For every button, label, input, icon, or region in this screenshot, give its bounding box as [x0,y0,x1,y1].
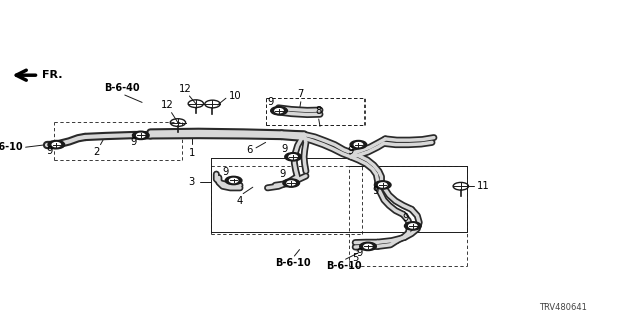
Text: B-6-40: B-6-40 [104,84,140,93]
Text: 9: 9 [47,146,53,156]
Text: 8: 8 [315,107,321,116]
Text: 9: 9 [267,97,273,108]
Text: 9: 9 [280,169,286,180]
Text: 9: 9 [356,248,363,259]
Text: B-6-10: B-6-10 [0,142,22,152]
Text: B-6-10: B-6-10 [275,258,311,268]
Circle shape [364,244,372,248]
Circle shape [355,142,363,147]
Circle shape [225,176,242,185]
Text: 9: 9 [222,167,228,177]
Circle shape [360,242,376,251]
Circle shape [48,140,65,149]
Text: 9: 9 [347,146,353,156]
Circle shape [374,181,391,189]
Circle shape [350,140,367,149]
Text: 12: 12 [161,100,174,110]
Text: 7: 7 [298,89,304,99]
Circle shape [137,133,145,138]
Circle shape [52,142,60,147]
Text: 2: 2 [93,147,99,157]
Circle shape [275,108,284,113]
Text: 9: 9 [402,213,408,223]
Circle shape [287,181,296,185]
Text: 4: 4 [237,196,243,206]
Text: 1: 1 [189,148,195,158]
Circle shape [289,155,298,159]
Circle shape [285,153,301,161]
Text: 3: 3 [188,177,195,188]
Circle shape [271,107,287,115]
Circle shape [230,178,238,182]
Text: 10: 10 [228,91,241,101]
Text: FR.: FR. [42,70,62,80]
Circle shape [404,222,421,230]
Text: TRV480641: TRV480641 [540,303,587,312]
Text: 5: 5 [352,253,358,263]
Text: 11: 11 [477,181,490,191]
Text: B-6-10: B-6-10 [326,261,362,271]
Text: 9: 9 [130,137,136,148]
Circle shape [378,183,387,187]
Circle shape [409,224,417,228]
Text: 9: 9 [282,144,288,154]
Text: 12: 12 [179,84,192,94]
Text: 9: 9 [372,186,379,196]
Circle shape [283,179,300,187]
Text: 6: 6 [246,145,253,156]
Circle shape [132,131,149,140]
